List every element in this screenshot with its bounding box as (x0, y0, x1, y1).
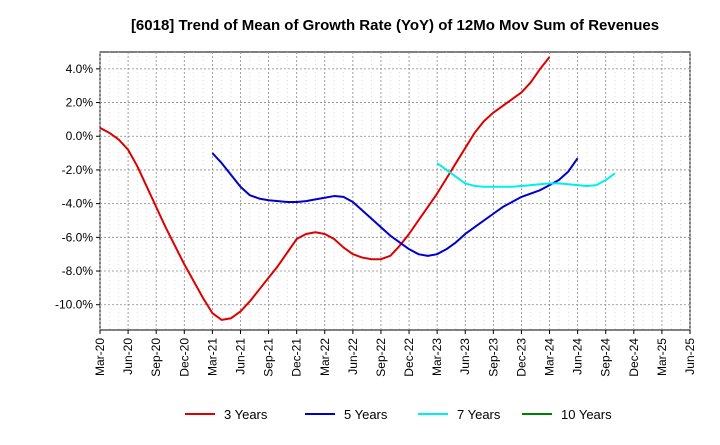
y-tick-label: 2.0% (66, 96, 94, 110)
series-line-7-years (436, 162, 616, 188)
plot-area (99, 51, 691, 331)
x-tick-label: Sep-24 (599, 338, 613, 377)
x-tick-label: Dec-22 (402, 338, 416, 377)
x-tick-label: Sep-23 (486, 338, 500, 377)
legend-label: 7 Years (457, 407, 501, 422)
y-tick-label: 4.0% (66, 62, 94, 76)
x-tick-label: Mar-20 (93, 338, 107, 376)
y-tick-label: -10.0% (55, 298, 93, 312)
x-tick-label: Sep-22 (374, 338, 388, 377)
legend-label: 10 Years (561, 407, 612, 422)
legend: 3 Years 5 Years 7 Years 10 Years (185, 407, 612, 422)
axes: 4.0% 2.0% 0.0% -2.0% -4.0% -6.0% -8.0% -10.0% Ma… (55, 62, 697, 377)
x-tick-label: Mar-25 (655, 338, 669, 376)
x-tick-label: Dec-23 (514, 338, 528, 377)
x-tick-label: Dec-20 (177, 338, 191, 377)
y-tick-label: -4.0% (62, 197, 94, 211)
chart-title: [6018] Trend of Mean of Growth Rate (YoY… (131, 17, 659, 34)
legend-label: 5 Years (344, 407, 388, 422)
x-tick-label: Mar-24 (543, 338, 557, 376)
y-tick-label: 0.0% (66, 129, 94, 143)
y-tick-label: -8.0% (62, 264, 94, 278)
series-lines (99, 56, 616, 321)
grid (99, 51, 691, 331)
y-tick-label: -2.0% (62, 163, 94, 177)
x-tick-label: Dec-24 (627, 338, 641, 377)
x-tick-label: Dec-21 (290, 338, 304, 377)
y-tick-label: -6.0% (62, 230, 94, 244)
series-line-5-years (211, 152, 579, 257)
x-tick-label: Sep-20 (149, 338, 163, 377)
x-tick-label: Jun-22 (346, 338, 360, 375)
legend-label: 3 Years (224, 407, 268, 422)
series-line-3-years (99, 56, 551, 321)
x-tick-label: Mar-23 (430, 338, 444, 376)
x-tick-label: Sep-21 (262, 338, 276, 377)
x-tick-label: Jun-20 (121, 338, 135, 375)
x-tick-label: Mar-22 (318, 338, 332, 376)
x-tick-label: Jun-21 (233, 338, 247, 375)
x-tick-label: Jun-25 (683, 338, 697, 375)
x-tick-label: Jun-23 (458, 338, 472, 375)
x-tick-label: Jun-24 (571, 338, 585, 375)
x-tick-label: Mar-21 (205, 338, 219, 376)
